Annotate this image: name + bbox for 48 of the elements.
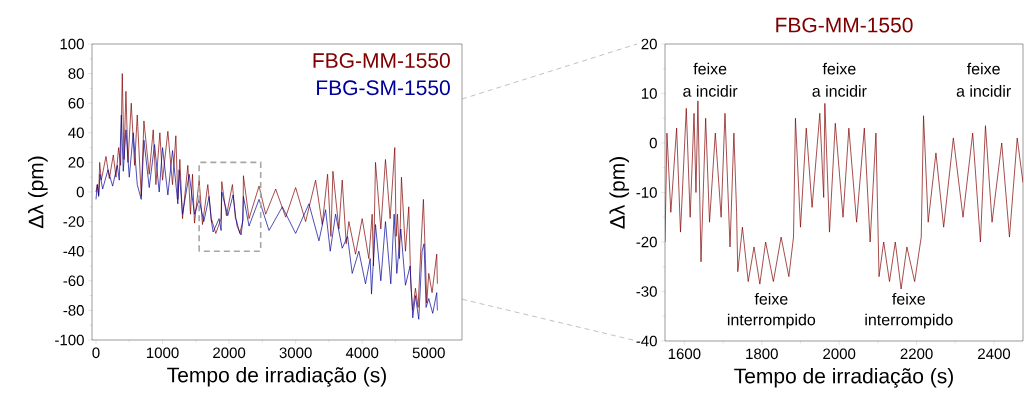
x-tick-label: 1600 xyxy=(668,348,701,360)
chart-title: FBG-MM-1550 xyxy=(776,17,913,33)
text: FBG-MM-1550 xyxy=(313,53,450,68)
annotation: interrompido xyxy=(727,313,816,329)
annotation: feixe xyxy=(754,292,788,305)
x-tick-label: 0 xyxy=(92,347,100,359)
annotation: feixe xyxy=(892,292,925,305)
y-tick-label: -10 xyxy=(636,187,657,198)
y-tick-label: 80 xyxy=(68,68,84,79)
annotation: feixe xyxy=(966,62,1000,75)
y-tick-label: 0 xyxy=(649,137,657,149)
x-tick-label: 2000 xyxy=(213,347,246,359)
y-tick-label: 20 xyxy=(641,38,657,50)
y-tick-label: -80 xyxy=(63,305,84,316)
y-tick-label: -60 xyxy=(63,275,84,287)
annotation: a incidir xyxy=(956,85,1011,97)
x-tick-label: 2400 xyxy=(978,348,1011,360)
annotation: interrompido xyxy=(865,313,953,329)
x-tick-label: 1800 xyxy=(746,348,778,360)
x-tick-label: 3000 xyxy=(279,347,312,359)
y-tick-label: 20 xyxy=(68,157,84,168)
y-tick-label: -20 xyxy=(63,216,84,227)
y-tick-label: 10 xyxy=(641,88,657,99)
y-tick-label: -20 xyxy=(636,236,657,248)
x-tick-label: 2000 xyxy=(823,348,856,360)
line-series xyxy=(665,100,1024,290)
y-tick-label: 0 xyxy=(76,186,84,198)
x-tick-label: 1000 xyxy=(147,347,179,359)
y-tick-label: -30 xyxy=(636,286,657,297)
y-tick-label: -100 xyxy=(55,334,84,346)
y-tick-label: 60 xyxy=(68,97,84,109)
annotation: a incidir xyxy=(683,85,738,97)
y-axis-title: Δλ (pm) xyxy=(609,157,629,229)
y-tick-label: -40 xyxy=(636,335,657,347)
y-tick-label: 100 xyxy=(60,38,84,50)
text: FBG-SM-1550 xyxy=(317,80,450,96)
x-tick-label: 2200 xyxy=(900,348,933,360)
annotation: feixe xyxy=(693,62,727,75)
x-tick-label: 5000 xyxy=(412,347,445,359)
y-tick-label: 40 xyxy=(68,127,84,139)
x-axis-title: Tempo de irradiação (s) xyxy=(167,366,386,387)
y-axis-title: Δλ (pm) xyxy=(28,156,48,229)
y-tick-label: -40 xyxy=(63,245,84,257)
x-tick-label: 4000 xyxy=(345,347,379,359)
annotation: a incidir xyxy=(812,85,867,97)
annotation: feixe xyxy=(822,62,856,75)
x-axis-title: Tempo de irradiação (s) xyxy=(734,367,953,388)
line-series xyxy=(95,114,438,320)
